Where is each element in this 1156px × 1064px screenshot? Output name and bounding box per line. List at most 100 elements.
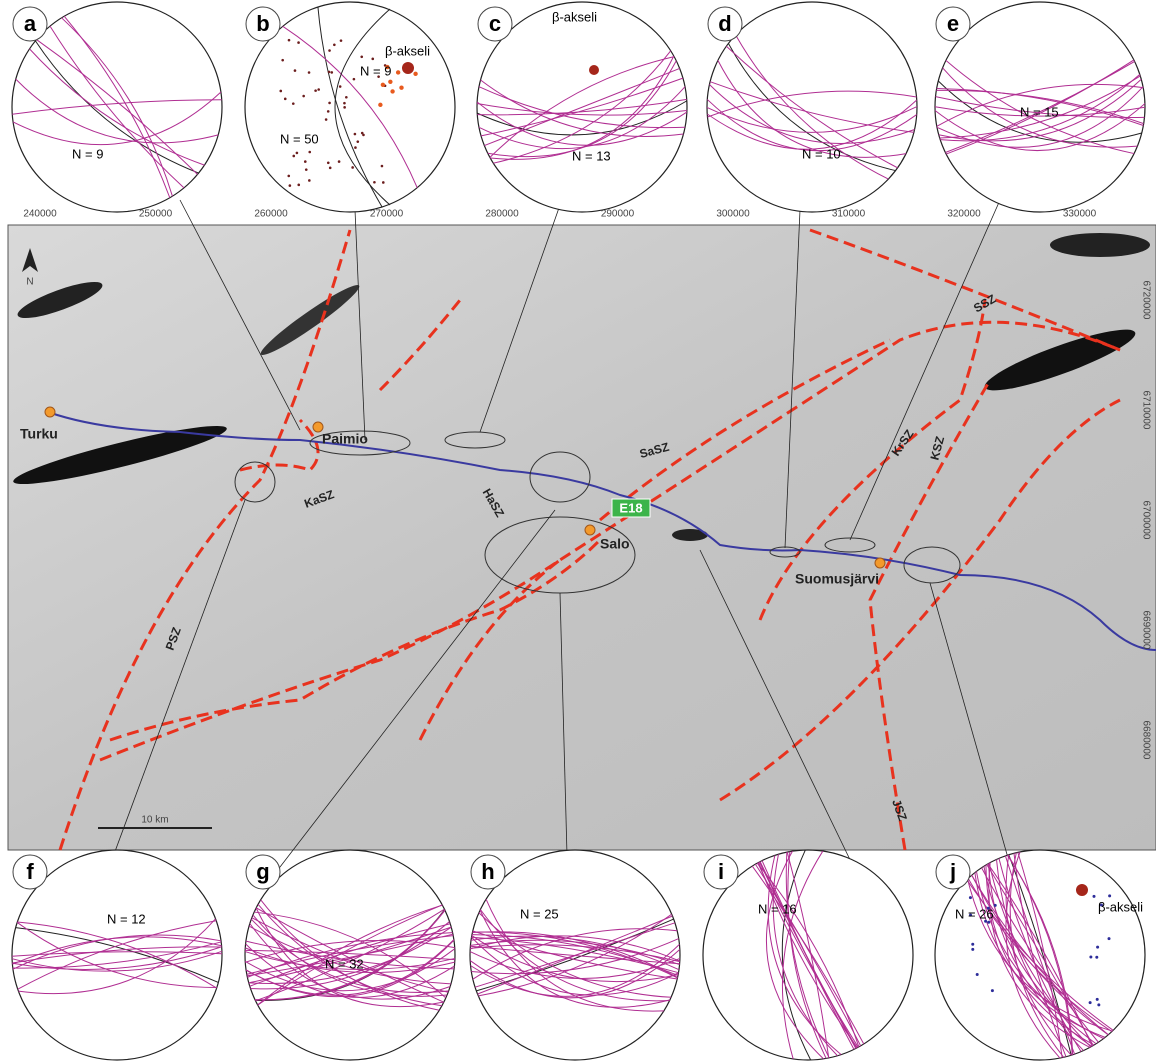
beta-axis	[1076, 884, 1088, 896]
pole	[297, 184, 300, 187]
pole	[390, 89, 394, 93]
pole	[292, 155, 295, 158]
pole	[373, 181, 376, 184]
place-label: Turku	[20, 426, 58, 442]
pole	[281, 59, 284, 62]
pole	[305, 168, 308, 171]
pole	[381, 165, 384, 168]
pole	[354, 133, 357, 136]
pole	[371, 58, 374, 61]
pole	[356, 140, 359, 143]
n-label: N = 16	[758, 901, 797, 916]
pole	[284, 98, 287, 101]
pole	[329, 167, 332, 170]
pole	[287, 175, 290, 178]
pole	[1089, 956, 1092, 959]
pole	[345, 96, 348, 99]
road-label: E18	[619, 500, 642, 515]
panel-letter: h	[481, 859, 494, 884]
n-label: N = 15	[1020, 104, 1059, 119]
n-label: N = 26	[955, 906, 994, 921]
pole	[360, 55, 363, 58]
pole	[351, 166, 354, 169]
pole	[361, 132, 364, 135]
panel-letter: i	[718, 859, 724, 884]
stereonet: fN = 12	[12, 850, 222, 1060]
stereonet: a N = 9	[12, 2, 222, 212]
x-tick-label: 330000	[1063, 209, 1097, 220]
pole	[378, 103, 382, 107]
pole	[308, 71, 311, 74]
pole	[289, 184, 292, 187]
panel-letter: b	[256, 11, 269, 36]
pole	[381, 83, 385, 87]
pole	[328, 102, 331, 105]
pole	[1096, 946, 1099, 949]
pole	[279, 90, 282, 93]
pole	[340, 39, 343, 42]
x-tick-label: 290000	[601, 209, 635, 220]
stereonet: dN = 10	[707, 2, 917, 212]
pole	[333, 44, 336, 47]
pole	[317, 88, 320, 91]
y-tick-label: 6680000	[1140, 721, 1151, 760]
pole	[1089, 1001, 1092, 1004]
panel-letter: d	[718, 11, 731, 36]
pole	[308, 179, 311, 182]
n-label: N = 32	[325, 956, 364, 971]
x-tick-label: 300000	[716, 209, 750, 220]
pole	[353, 78, 356, 81]
stereonet: eN = 15	[935, 2, 1145, 212]
beta-axis	[589, 65, 599, 75]
pole	[327, 161, 330, 164]
pole	[330, 71, 333, 74]
scale-label: 10 km	[141, 815, 168, 826]
pole	[327, 110, 330, 113]
pole	[308, 151, 311, 154]
north-label: N	[26, 277, 33, 288]
panel-letter: c	[489, 11, 501, 36]
y-tick-label: 6700000	[1140, 501, 1151, 540]
pole	[388, 80, 392, 84]
x-tick-label: 280000	[485, 209, 519, 220]
x-tick-label: 320000	[947, 209, 981, 220]
n-label: N = 12	[107, 911, 146, 926]
pole	[1108, 894, 1111, 897]
y-tick-label: 6690000	[1140, 611, 1151, 650]
pole	[339, 85, 342, 88]
n-label: N = 9	[72, 146, 103, 161]
stereonet: j N = 26	[935, 850, 1145, 1060]
stereonet: bN = 50	[245, 2, 455, 212]
dark-body	[1050, 233, 1150, 257]
map-background	[8, 225, 1156, 850]
figure: Turku Paimio Salo Suomusjärvi PSZ KaSZ H…	[0, 0, 1156, 1064]
pole	[343, 102, 346, 105]
place-label: Salo	[600, 536, 630, 552]
pole	[338, 160, 341, 163]
pole	[994, 904, 997, 907]
pole	[971, 948, 974, 951]
x-tick-label: 260000	[254, 209, 288, 220]
pole	[971, 943, 974, 946]
pole	[328, 71, 331, 74]
pole	[969, 896, 972, 899]
map: Turku Paimio Salo Suomusjärvi PSZ KaSZ H…	[8, 200, 1156, 880]
pole	[1093, 895, 1096, 898]
panel-letter: j	[949, 859, 956, 884]
stereonet: cN = 13	[477, 2, 687, 212]
pole	[991, 989, 994, 992]
x-tick-label: 240000	[23, 209, 57, 220]
x-tick-label: 250000	[139, 209, 173, 220]
y-tick-label: 6710000	[1140, 391, 1151, 430]
pole	[302, 95, 305, 98]
pole	[354, 146, 357, 149]
place-label: Suomusjärvi	[795, 571, 879, 587]
beta-axis	[402, 62, 414, 74]
pole	[343, 106, 346, 109]
stereonet: i N = 16	[703, 850, 913, 1060]
pole	[325, 118, 328, 121]
pole	[413, 72, 417, 76]
panel-letter: a	[24, 11, 37, 36]
pole	[382, 181, 385, 184]
pole	[304, 160, 307, 163]
